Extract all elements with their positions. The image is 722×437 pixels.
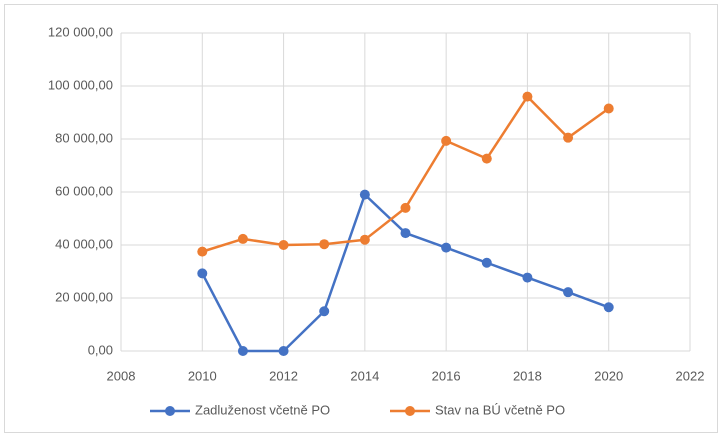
point [278, 240, 289, 250]
point [237, 346, 248, 356]
y-tick-label: 120 000,00 [48, 24, 113, 39]
x-tick-label: 2020 [594, 368, 623, 383]
point [197, 268, 208, 279]
point [319, 306, 330, 317]
y-tick-label: 40 000,00 [55, 236, 113, 251]
point [603, 103, 614, 114]
point [359, 234, 370, 245]
point [359, 189, 370, 200]
x-tick-label: 2018 [513, 368, 542, 383]
y-tick-label: 20 000,00 [55, 289, 113, 304]
x-tick-label: 2012 [269, 368, 298, 383]
point [278, 346, 289, 356]
y-tick-label: 100 000,00 [48, 77, 113, 92]
y-tick-label: 0,00 [88, 342, 113, 357]
legend-marker [165, 406, 175, 416]
point [441, 135, 452, 146]
point [237, 233, 248, 244]
point [441, 242, 452, 253]
legend-label: Stav na BÚ včetně PO [435, 402, 565, 417]
chart-border [4, 4, 718, 433]
x-tick-label: 2014 [350, 368, 379, 383]
x-tick-label: 2022 [676, 368, 705, 383]
point [563, 287, 574, 298]
point [603, 302, 614, 313]
x-tick-label: 2008 [107, 368, 136, 383]
point [400, 202, 411, 213]
x-tick-label: 2010 [188, 368, 217, 383]
point [481, 153, 492, 164]
point [400, 228, 411, 239]
point [563, 132, 574, 143]
legend-label: Zadluženost včetně PO [195, 402, 330, 417]
legend-marker [405, 406, 415, 416]
point [481, 257, 492, 268]
point [197, 246, 208, 257]
y-tick-label: 60 000,00 [55, 183, 113, 198]
y-tick-label: 80 000,00 [55, 130, 113, 145]
point [522, 91, 533, 102]
x-tick-label: 2016 [432, 368, 461, 383]
point [522, 272, 533, 283]
point [319, 239, 330, 250]
